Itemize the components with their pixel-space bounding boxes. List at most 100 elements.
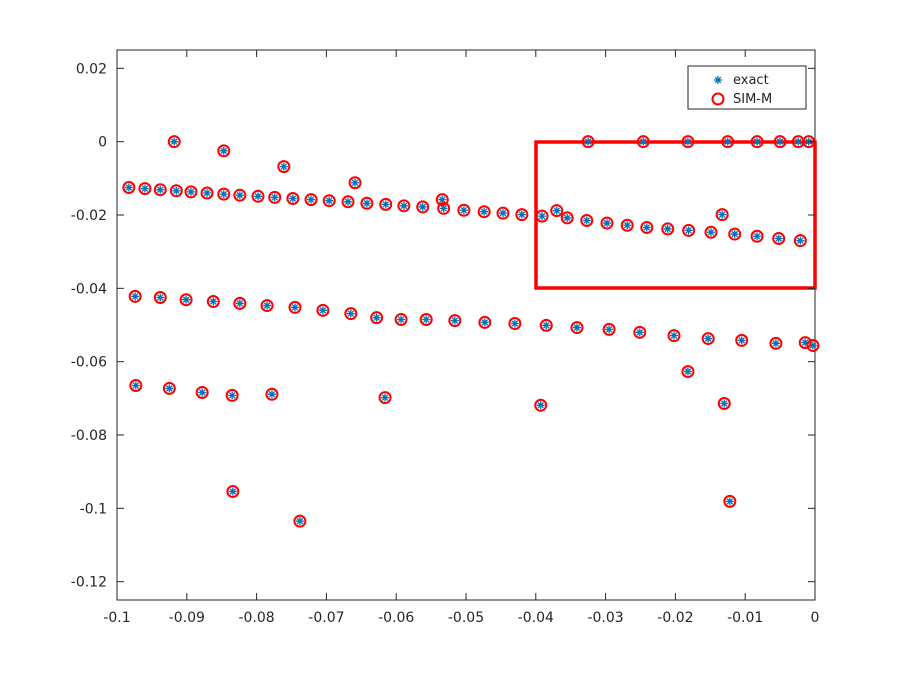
circle-marker	[217, 187, 231, 201]
asterisk-marker	[288, 194, 297, 203]
circle-marker	[570, 321, 584, 335]
circle-marker	[379, 197, 393, 211]
asterisk-marker	[572, 323, 581, 332]
asterisk-marker	[209, 297, 218, 306]
circle-marker	[217, 144, 231, 158]
circle-marker	[251, 189, 265, 203]
asterisk-marker	[124, 183, 133, 192]
asterisk-marker	[140, 184, 149, 193]
asterisk-marker	[438, 195, 447, 204]
circle-marker	[717, 396, 731, 410]
circle-marker	[535, 209, 549, 223]
asterisk-marker	[684, 226, 693, 235]
legend-box	[687, 65, 807, 110]
circle-marker	[581, 135, 595, 149]
asterisk-marker	[325, 196, 334, 205]
asterisk-marker	[186, 187, 195, 196]
asterisk-marker	[642, 223, 651, 232]
circle-marker	[560, 211, 574, 225]
circle-marker	[344, 307, 358, 321]
asterisk-marker	[808, 341, 817, 350]
circle-marker	[508, 317, 522, 331]
asterisk-marker	[725, 497, 734, 506]
circle-marker	[378, 391, 392, 405]
asterisk-marker	[399, 201, 408, 210]
circle-marker	[416, 200, 430, 214]
circle-marker	[179, 293, 193, 307]
circle-marker	[661, 222, 675, 236]
asterisk-marker	[480, 318, 489, 327]
asterisk-marker	[267, 390, 276, 399]
circle-marker	[704, 225, 718, 239]
asterisk-marker	[219, 190, 228, 199]
asterisk-marker	[538, 212, 547, 221]
circle-marker	[721, 135, 735, 149]
asterisk-marker	[542, 321, 551, 330]
asterisk-marker	[683, 137, 692, 146]
legend-label: exact	[733, 73, 769, 88]
x-tick-label: -0.04	[518, 610, 554, 626]
x-tick-label: -0.06	[378, 610, 414, 626]
circle-marker	[735, 333, 749, 347]
asterisk-marker	[517, 210, 526, 219]
circle-marker	[226, 484, 240, 498]
asterisk-marker	[372, 313, 381, 322]
asterisk-marker	[362, 199, 371, 208]
circle-marker	[138, 182, 152, 196]
asterisk-marker	[771, 339, 780, 348]
circle-marker	[580, 214, 594, 227]
asterisk-marker	[235, 191, 244, 200]
circle-marker	[750, 229, 764, 243]
circle-marker	[260, 299, 274, 313]
circle-marker	[233, 296, 247, 310]
x-tick-label: -0.09	[169, 610, 205, 626]
asterisk-marker	[156, 185, 165, 194]
circle-marker	[496, 206, 510, 220]
x-tick-label: -0.07	[308, 610, 344, 626]
circle-marker	[793, 234, 807, 248]
circle-marker	[195, 385, 209, 399]
circle-marker	[457, 203, 471, 217]
asterisk-marker	[774, 234, 783, 243]
asterisk-marker	[801, 338, 810, 347]
y-tick-label: -0.12	[71, 575, 107, 591]
circle-marker	[348, 176, 362, 190]
asterisk-marker	[156, 293, 165, 302]
asterisk-marker	[290, 303, 299, 312]
y-tick-label: 0	[98, 135, 107, 151]
asterisk-marker	[263, 301, 272, 310]
asterisk-marker	[794, 137, 803, 146]
circle-marker	[478, 315, 492, 329]
asterisk-marker	[730, 230, 739, 239]
circle-marker	[620, 218, 634, 232]
circle-marker	[773, 135, 787, 149]
asterisk-marker	[480, 207, 489, 216]
x-tick-label: -0.02	[657, 610, 693, 626]
circle-marker	[640, 220, 654, 234]
circle-marker	[602, 322, 616, 336]
asterisk-marker	[228, 487, 237, 496]
circle-marker	[129, 379, 143, 392]
circle-marker	[435, 193, 449, 207]
circle-marker	[600, 216, 614, 230]
asterisk-marker	[670, 331, 679, 340]
circle-marker	[534, 398, 548, 412]
asterisk-marker	[279, 162, 288, 171]
asterisk-marker	[295, 517, 304, 526]
circle-marker	[477, 205, 491, 219]
circle-marker	[539, 318, 553, 332]
circle-marker	[397, 199, 411, 213]
circle-marker	[153, 291, 167, 304]
asterisk-marker	[623, 221, 632, 230]
asterisk-marker	[203, 189, 212, 197]
circle-marker	[341, 195, 355, 209]
circle-marker	[550, 204, 564, 218]
circle-marker	[128, 289, 142, 303]
asterisk-marker	[131, 292, 140, 301]
asterisk-marker	[228, 391, 237, 400]
legend-label: SIM-M	[733, 92, 772, 107]
x-tick-label: -0.03	[587, 610, 623, 626]
circle-marker	[360, 196, 374, 210]
asterisk-marker	[198, 388, 207, 397]
circle-marker	[715, 208, 729, 222]
